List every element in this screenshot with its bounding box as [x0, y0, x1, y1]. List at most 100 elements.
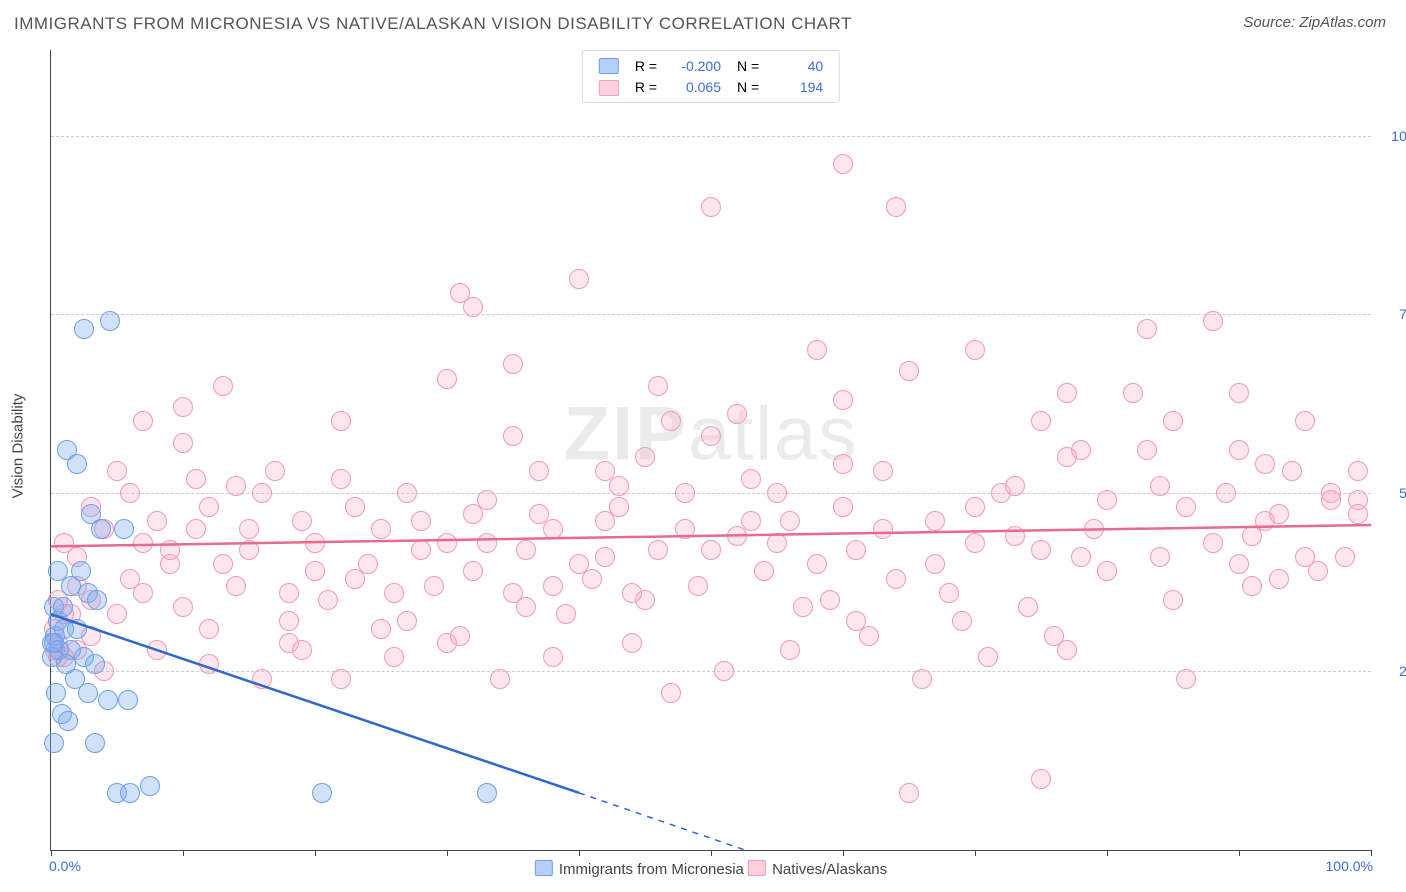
scatter-point-pink: [661, 411, 681, 431]
scatter-point-pink: [1097, 561, 1117, 581]
scatter-point-pink: [1295, 411, 1315, 431]
swatch-pink-icon: [599, 80, 619, 96]
scatter-point-pink: [490, 669, 510, 689]
scatter-point-pink: [358, 554, 378, 574]
scatter-point-pink: [793, 597, 813, 617]
scatter-point-pink: [1057, 640, 1077, 660]
source-link[interactable]: ZipAtlas.com: [1299, 14, 1386, 31]
scatter-point-pink: [1348, 504, 1368, 524]
scatter-point-pink: [279, 611, 299, 631]
scatter-point-pink: [54, 533, 74, 553]
x-axis-max-label: 100.0%: [1326, 858, 1373, 874]
scatter-point-pink: [1018, 597, 1038, 617]
scatter-point-pink: [173, 433, 193, 453]
scatter-point-pink: [741, 469, 761, 489]
scatter-point-pink: [820, 590, 840, 610]
legend-row-blue: R =-0.200 N =40: [591, 55, 831, 76]
scatter-point-pink: [252, 483, 272, 503]
scatter-point-blue: [312, 783, 332, 803]
scatter-point-pink: [199, 619, 219, 639]
scatter-point-pink: [450, 626, 470, 646]
scatter-point-pink: [1203, 533, 1223, 553]
scatter-point-blue: [85, 733, 105, 753]
chart-container: IMMIGRANTS FROM MICRONESIA VS NATIVE/ALA…: [0, 0, 1406, 892]
grid-line: [51, 136, 1371, 137]
scatter-point-pink: [1282, 461, 1302, 481]
x-tick: [447, 850, 448, 856]
scatter-point-pink: [1308, 561, 1328, 581]
scatter-point-blue: [120, 783, 140, 803]
scatter-point-pink: [1335, 547, 1355, 567]
scatter-point-blue: [56, 654, 76, 674]
scatter-point-blue: [91, 519, 111, 539]
blue-R: -0.200: [673, 58, 721, 74]
scatter-point-pink: [1242, 526, 1262, 546]
scatter-point-pink: [833, 497, 853, 517]
scatter-point-pink: [107, 604, 127, 624]
grid-line: [51, 314, 1371, 315]
scatter-point-pink: [1057, 447, 1077, 467]
scatter-point-pink: [1005, 526, 1025, 546]
scatter-point-blue: [85, 654, 105, 674]
scatter-point-pink: [1071, 547, 1091, 567]
chart-title: IMMIGRANTS FROM MICRONESIA VS NATIVE/ALA…: [14, 14, 852, 34]
scatter-point-pink: [899, 783, 919, 803]
scatter-point-pink: [1348, 461, 1368, 481]
scatter-point-pink: [345, 497, 365, 517]
scatter-point-pink: [1084, 519, 1104, 539]
swatch-blue-icon: [535, 860, 553, 876]
scatter-point-pink: [1229, 440, 1249, 460]
scatter-point-blue: [44, 733, 64, 753]
scatter-point-blue: [140, 776, 160, 796]
scatter-point-pink: [226, 476, 246, 496]
y-axis-label: Vision Disability: [10, 394, 27, 499]
pink-R: 0.065: [673, 79, 721, 95]
scatter-point-pink: [331, 469, 351, 489]
scatter-point-pink: [1005, 476, 1025, 496]
x-tick: [315, 850, 316, 856]
swatch-blue-icon: [599, 58, 619, 74]
scatter-point-pink: [173, 597, 193, 617]
legend-row-pink: R =0.065 N =194: [591, 76, 831, 97]
scatter-point-blue: [87, 590, 107, 610]
grid-line: [51, 671, 1371, 672]
scatter-point-pink: [609, 497, 629, 517]
swatch-pink-icon: [748, 860, 766, 876]
x-tick: [579, 850, 580, 856]
scatter-point-blue: [118, 690, 138, 710]
scatter-point-pink: [648, 540, 668, 560]
scatter-point-pink: [213, 554, 233, 574]
scatter-point-pink: [714, 661, 734, 681]
legend-pink-label: Natives/Alaskans: [772, 861, 887, 878]
scatter-point-pink: [965, 497, 985, 517]
scatter-point-pink: [622, 583, 642, 603]
scatter-point-pink: [239, 540, 259, 560]
scatter-point-pink: [1229, 554, 1249, 574]
scatter-point-pink: [1097, 490, 1117, 510]
scatter-point-pink: [780, 511, 800, 531]
scatter-point-pink: [675, 483, 695, 503]
plot-area: ZIPatlas R =-0.200 N =40 R =0.065 N =194…: [50, 50, 1371, 851]
scatter-point-blue: [114, 519, 134, 539]
scatter-point-pink: [411, 540, 431, 560]
scatter-point-pink: [727, 404, 747, 424]
source-attribution: Source: ZipAtlas.com: [1243, 14, 1386, 31]
scatter-point-blue: [477, 783, 497, 803]
y-tick-label: 10.0%: [1391, 128, 1406, 144]
y-tick-label: 5.0%: [1399, 485, 1406, 501]
scatter-point-pink: [978, 647, 998, 667]
scatter-point-pink: [279, 633, 299, 653]
scatter-point-pink: [516, 597, 536, 617]
scatter-point-pink: [701, 540, 721, 560]
scatter-point-pink: [318, 590, 338, 610]
scatter-point-pink: [1321, 490, 1341, 510]
scatter-point-blue: [98, 690, 118, 710]
scatter-point-pink: [199, 654, 219, 674]
source-prefix: Source:: [1243, 14, 1299, 31]
scatter-point-pink: [1031, 411, 1051, 431]
scatter-point-pink: [635, 447, 655, 467]
scatter-point-pink: [529, 504, 549, 524]
scatter-point-pink: [807, 554, 827, 574]
scatter-point-pink: [1203, 311, 1223, 331]
scatter-point-blue: [58, 711, 78, 731]
